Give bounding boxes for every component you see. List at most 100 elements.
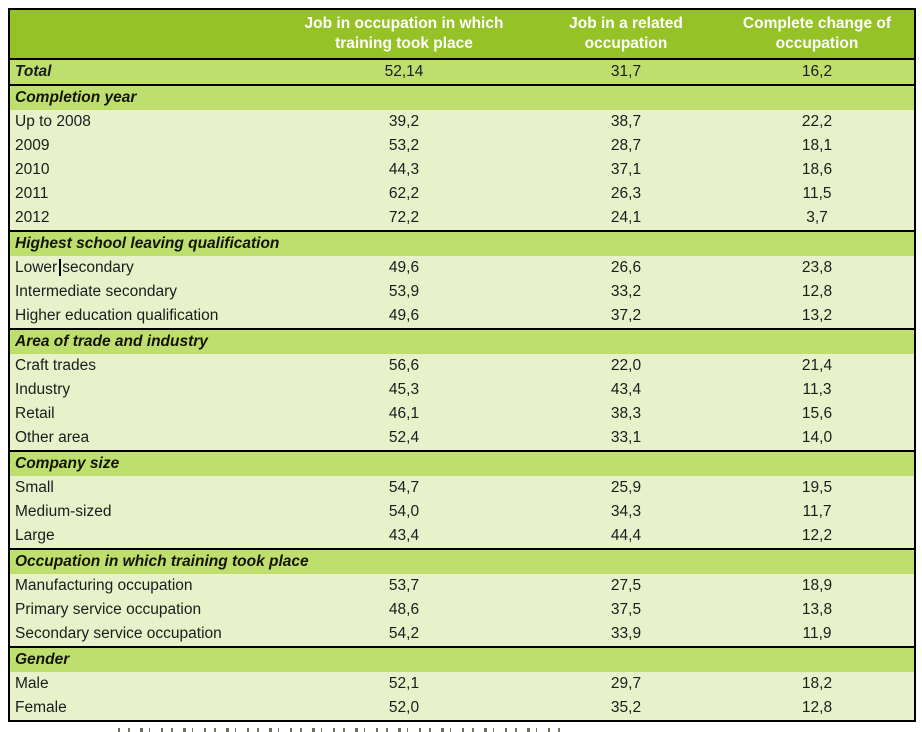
- section-header-row[interactable]: Occupation in which training took place: [10, 550, 914, 574]
- row-label: Higher education qualification: [15, 307, 219, 324]
- row-label: Female: [15, 699, 67, 716]
- section-header-row[interactable]: Company size: [10, 452, 914, 476]
- section-title: Gender: [15, 651, 70, 668]
- table-row[interactable]: 2010 44,3 37,1 18,6: [10, 158, 914, 182]
- value-col2: 22,0: [610, 357, 642, 374]
- value-col3: 22,2: [801, 113, 833, 130]
- value-col3: 18,2: [801, 675, 833, 692]
- section-header-row[interactable]: Highest school leaving qualification: [10, 232, 914, 256]
- table-row[interactable]: Male 52,1 29,7 18,2: [10, 672, 914, 696]
- section-title: Highest school leaving qualification: [15, 235, 280, 252]
- table-row[interactable]: Medium-sized 54,0 34,3 11,7: [10, 500, 914, 524]
- value-col1: 39,2: [388, 113, 420, 130]
- section-title: Company size: [15, 455, 120, 472]
- table-row[interactable]: Female 52,0 35,2 12,8: [10, 696, 914, 720]
- value-col1: 54,2: [388, 625, 420, 642]
- value-col2: 35,2: [610, 699, 642, 716]
- value-col2: 33,1: [610, 429, 642, 446]
- value-col3: 12,2: [801, 527, 833, 544]
- section-header-row[interactable]: Gender: [10, 648, 914, 672]
- header-empty-cell: [10, 10, 280, 58]
- qualification-match-table[interactable]: Job in occupation in which training took…: [8, 8, 916, 722]
- section-company-size: Company size Small 54,7 25,9 19,5 Medium-size…: [10, 452, 914, 550]
- value-col2: 31,7: [610, 63, 642, 80]
- table-header-row: Job in occupation in which training took…: [10, 10, 914, 60]
- table-row[interactable]: Industry 45,3 43,4 11,3: [10, 378, 914, 402]
- value-col2: 25,9: [610, 479, 642, 496]
- table-row[interactable]: Higher education qualification 49,6 37,2 13…: [10, 304, 914, 328]
- header-col-same-occupation: Job in occupation in which training took…: [304, 15, 504, 52]
- value-col2: 44,4: [610, 527, 642, 544]
- value-col1: 56,6: [388, 357, 420, 374]
- value-col2: 28,7: [610, 137, 642, 154]
- value-col3: 3,7: [806, 209, 828, 226]
- row-label-text: Lower: [15, 259, 58, 276]
- value-col1: 53,9: [388, 283, 420, 300]
- table-row[interactable]: Intermediate secondary 53,9 33,2 12,8: [10, 280, 914, 304]
- row-label: Up to 2008: [15, 113, 91, 130]
- value-col1: 52,14: [384, 63, 424, 80]
- value-col1: 46,1: [388, 405, 420, 422]
- row-label: Primary service occupation: [15, 601, 202, 618]
- row-label: Medium-sized: [15, 503, 112, 520]
- table-row[interactable]: Other area 52,4 33,1 14,0: [10, 426, 914, 450]
- section-area-of-trade-and-industry: Area of trade and industry Craft trades 56…: [10, 330, 914, 452]
- value-col1: 52,4: [388, 429, 420, 446]
- value-col3: 18,1: [801, 137, 833, 154]
- row-label: Retail: [15, 405, 55, 422]
- value-col3: 13,2: [801, 307, 833, 324]
- table-row[interactable]: 2009 53,2 28,7 18,1: [10, 134, 914, 158]
- row-label: Large: [15, 527, 55, 544]
- value-col1: 43,4: [388, 527, 420, 544]
- value-col1: 52,1: [388, 675, 420, 692]
- section-occupation-in-which-training-took-place: Occupation in which training took place M…: [10, 550, 914, 648]
- row-label-text: secondary: [62, 259, 134, 276]
- table-row[interactable]: Craft trades 56,6 22,0 21,4: [10, 354, 914, 378]
- row-label: 2009: [15, 137, 50, 154]
- table-row[interactable]: Small 54,7 25,9 19,5: [10, 476, 914, 500]
- value-col1: 62,2: [388, 185, 420, 202]
- row-label: Male: [15, 675, 49, 692]
- table-row[interactable]: 2011 62,2 26,3 11,5: [10, 182, 914, 206]
- value-col3: 14,0: [801, 429, 833, 446]
- value-col2: 24,1: [610, 209, 642, 226]
- value-col2: 37,2: [610, 307, 642, 324]
- value-col1: 53,2: [388, 137, 420, 154]
- value-col3: 19,5: [801, 479, 833, 496]
- total-row[interactable]: Total 52,14 31,7 16,2: [10, 60, 914, 86]
- table-row[interactable]: Up to 2008 39,2 38,7 22,2: [10, 110, 914, 134]
- value-col1: 49,6: [388, 259, 420, 276]
- table-row[interactable]: Secondary service occupation 54,2 33,9 11,9: [10, 622, 914, 646]
- section-header-row[interactable]: Area of trade and industry: [10, 330, 914, 354]
- row-label: Industry: [15, 381, 71, 398]
- value-col3: 11,9: [802, 625, 832, 642]
- row-label: Intermediate secondary: [15, 283, 177, 300]
- section-title: Area of trade and industry: [15, 333, 208, 350]
- row-label: Manufacturing occupation: [15, 577, 193, 594]
- table-row[interactable]: Primary service occupation 48,6 37,5 13,8: [10, 598, 914, 622]
- value-col3: 13,8: [801, 601, 833, 618]
- row-label: Secondary service occupation: [15, 625, 222, 642]
- table-row[interactable]: Retail 46,1 38,3 15,6: [10, 402, 914, 426]
- value-col2: 29,7: [610, 675, 642, 692]
- section-title: Completion year: [15, 89, 137, 106]
- table-body: Total 52,14 31,7 16,2 Completion year Up to 2…: [10, 60, 914, 720]
- table-row[interactable]: Lower secondary 49,6 26,6 23,8: [10, 256, 914, 280]
- row-label: Craft trades: [15, 357, 96, 374]
- header-col-complete-change: Complete change of occupation: [742, 15, 892, 52]
- header-col-related-occupation: Job in a related occupation: [569, 15, 683, 52]
- value-col2: 33,9: [610, 625, 642, 642]
- section-title: Occupation in which training took place: [15, 553, 309, 570]
- value-col2: 27,5: [610, 577, 642, 594]
- section-gender: Gender Male 52,1 29,7 18,2 Female 52,0 35,2 12,8: [10, 648, 914, 720]
- table-row[interactable]: 2012 72,2 24,1 3,7: [10, 206, 914, 230]
- table-row[interactable]: Manufacturing occupation 53,7 27,5 18,9: [10, 574, 914, 598]
- section-header-row[interactable]: Completion year: [10, 86, 914, 110]
- value-col3: 12,8: [801, 283, 833, 300]
- value-col1: 44,3: [388, 161, 420, 178]
- table-row[interactable]: Large 43,4 44,4 12,2: [10, 524, 914, 548]
- section-highest-school-leaving-qualification: Highest school leaving qualification Lowe…: [10, 232, 914, 330]
- value-col1: 52,0: [388, 699, 420, 716]
- value-col3: 11,3: [802, 381, 832, 398]
- row-label: Lower secondary: [10, 259, 280, 277]
